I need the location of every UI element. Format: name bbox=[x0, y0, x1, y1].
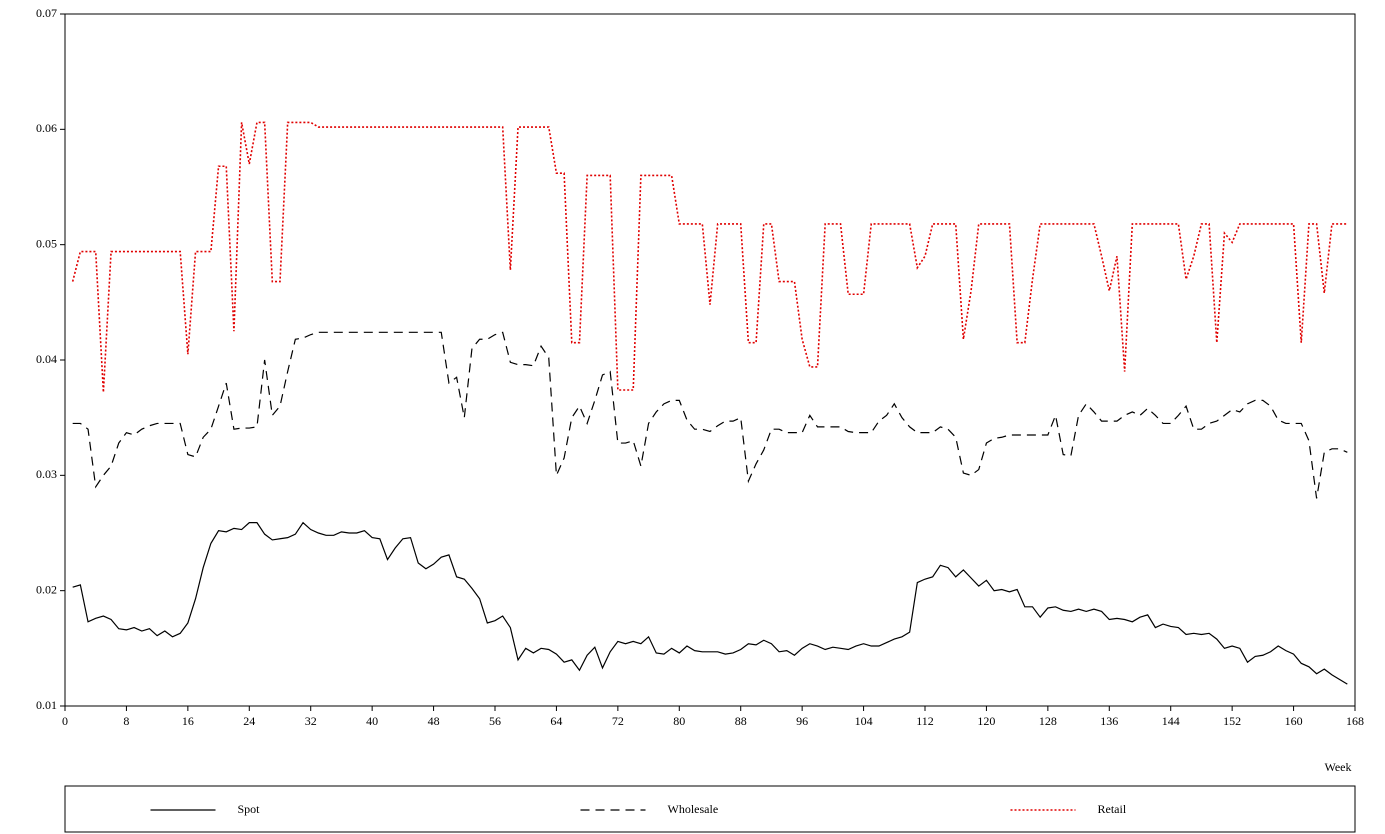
x-tick-label: 8 bbox=[123, 714, 129, 728]
x-tick-label: 112 bbox=[916, 714, 934, 728]
x-tick-label: 160 bbox=[1285, 714, 1303, 728]
x-axis-label: Week bbox=[1324, 760, 1351, 774]
x-tick-label: 88 bbox=[735, 714, 747, 728]
x-tick-label: 168 bbox=[1346, 714, 1364, 728]
x-tick-label: 48 bbox=[428, 714, 440, 728]
x-tick-label: 136 bbox=[1100, 714, 1118, 728]
x-tick-label: 96 bbox=[796, 714, 808, 728]
y-tick-label: 0.03 bbox=[36, 467, 57, 481]
x-tick-label: 144 bbox=[1162, 714, 1180, 728]
series-line bbox=[72, 521, 1348, 685]
y-tick-label: 0.05 bbox=[36, 236, 57, 250]
series-line bbox=[72, 331, 1348, 499]
series-line bbox=[71, 121, 1348, 393]
y-tick-label: 0.07 bbox=[36, 6, 57, 20]
x-tick-label: 80 bbox=[673, 714, 685, 728]
y-tick-label: 0.02 bbox=[36, 582, 57, 596]
legend-label: Wholesale bbox=[668, 802, 719, 816]
x-tick-label: 64 bbox=[550, 714, 562, 728]
legend-label: Retail bbox=[1098, 802, 1127, 816]
x-tick-label: 40 bbox=[366, 714, 378, 728]
x-tick-label: 32 bbox=[305, 714, 317, 728]
x-tick-label: 72 bbox=[612, 714, 624, 728]
x-tick-label: 16 bbox=[182, 714, 194, 728]
x-tick-label: 104 bbox=[855, 714, 873, 728]
y-tick-label: 0.01 bbox=[36, 698, 57, 712]
legend-frame bbox=[64, 785, 1356, 833]
x-tick-label: 56 bbox=[489, 714, 501, 728]
x-tick-label: 0 bbox=[62, 714, 68, 728]
plot-frame bbox=[64, 13, 1356, 707]
x-tick-label: 120 bbox=[977, 714, 995, 728]
legend-label: Spot bbox=[238, 802, 261, 816]
x-tick-label: 24 bbox=[243, 714, 255, 728]
x-tick-label: 152 bbox=[1223, 714, 1241, 728]
y-tick-label: 0.04 bbox=[36, 352, 57, 366]
x-tick-label: 128 bbox=[1039, 714, 1057, 728]
y-tick-label: 0.06 bbox=[36, 121, 57, 135]
